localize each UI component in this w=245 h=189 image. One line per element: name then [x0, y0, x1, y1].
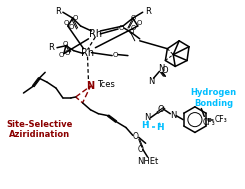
Text: O: O [64, 50, 70, 56]
Text: Hydrogen
Bonding: Hydrogen Bonding [191, 88, 237, 108]
Text: R: R [145, 7, 151, 16]
Text: O: O [130, 25, 135, 31]
Text: R: R [55, 7, 61, 16]
Text: N: N [145, 113, 151, 122]
Text: NHEt: NHEt [137, 156, 158, 166]
Text: O: O [133, 132, 139, 141]
Text: N: N [86, 81, 95, 91]
Text: O: O [137, 20, 142, 26]
Text: N: N [158, 64, 165, 73]
Text: N: N [170, 111, 176, 120]
Text: Rh: Rh [89, 29, 102, 39]
Text: O: O [118, 25, 124, 31]
Text: O: O [58, 52, 64, 58]
Text: O: O [69, 24, 74, 30]
Text: H: H [141, 121, 148, 130]
Text: CF₃: CF₃ [214, 115, 227, 124]
Text: Tces: Tces [97, 80, 115, 89]
Text: O: O [112, 52, 118, 58]
Text: CF₃: CF₃ [203, 118, 216, 127]
Text: O: O [161, 66, 168, 75]
Text: Rh: Rh [81, 48, 94, 58]
Text: Site-Selective
Aziridination: Site-Selective Aziridination [7, 120, 73, 139]
Text: R: R [48, 43, 54, 52]
Text: O: O [128, 29, 134, 35]
Text: N: N [148, 77, 155, 86]
Text: O: O [62, 41, 68, 47]
Text: O: O [138, 145, 144, 154]
Text: O: O [73, 15, 78, 21]
Text: O: O [157, 105, 164, 114]
Text: O: O [63, 20, 69, 26]
Text: H: H [156, 123, 163, 132]
Text: O: O [130, 15, 135, 21]
